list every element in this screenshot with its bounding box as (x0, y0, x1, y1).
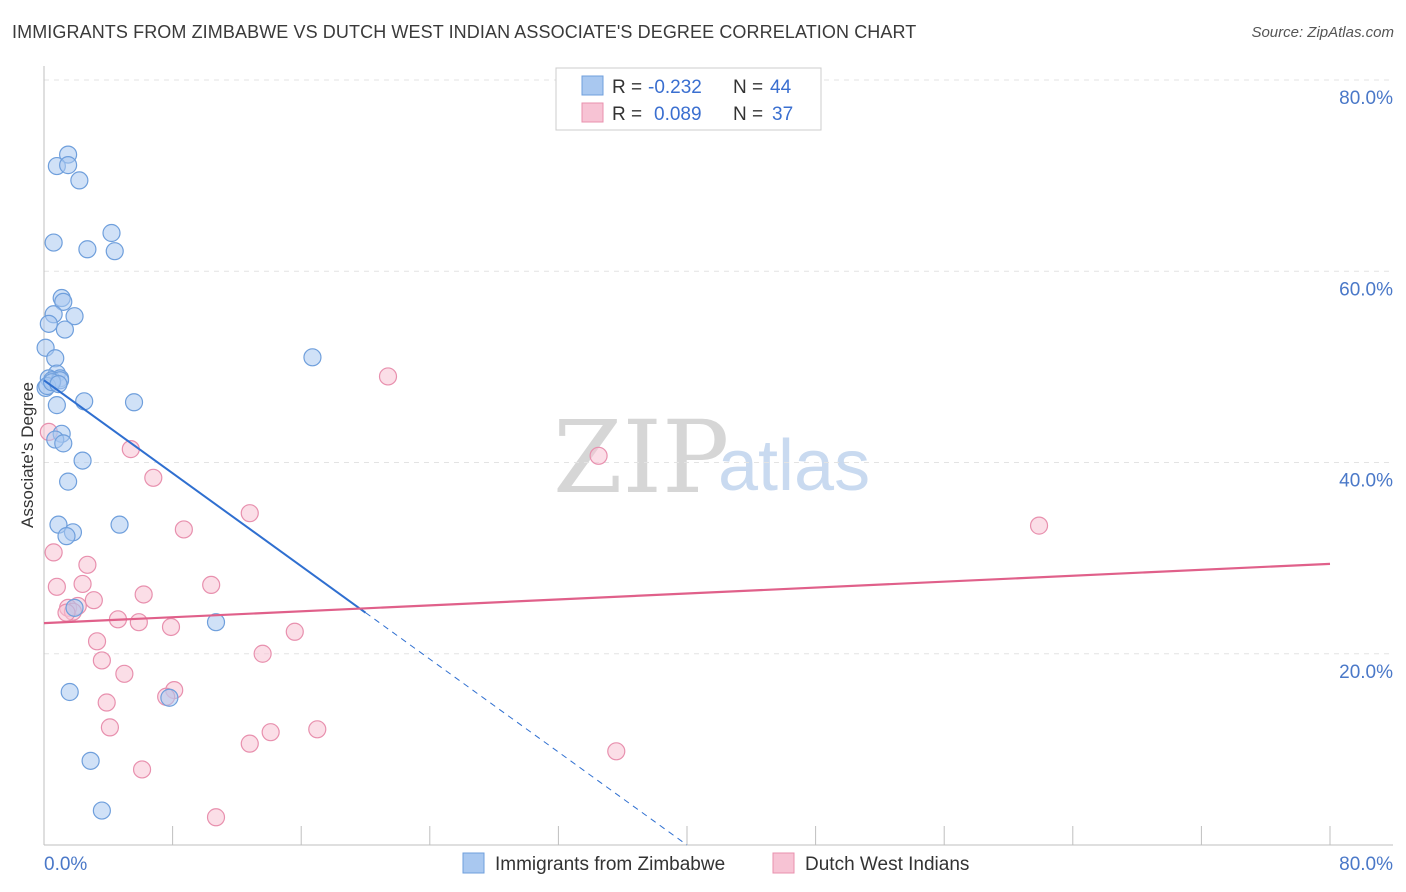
trend-line-dutch-west-indians (43, 562, 1331, 625)
watermark-zip: ZIP (553, 399, 729, 516)
data-point-dutch-west-indians (144, 468, 163, 487)
data-point-zimbabwe (303, 348, 322, 367)
data-point-dutch-west-indians (589, 446, 608, 465)
x-tick-label-min: 0.0% (44, 854, 87, 875)
trend-lines (43, 379, 1331, 846)
data-point-zimbabwe (60, 682, 79, 702)
data-point-zimbabwe (46, 349, 65, 368)
data-point-zimbabwe (124, 393, 144, 412)
data-point-zimbabwe (105, 242, 124, 261)
data-point-dutch-west-indians (308, 720, 327, 739)
y-tick-label: 40.0% (1339, 471, 1393, 492)
data-point-dutch-west-indians (78, 555, 97, 574)
data-point-dutch-west-indians (47, 577, 66, 596)
data-point-dutch-west-indians (261, 723, 280, 742)
data-point-dutch-west-indians (132, 760, 152, 779)
y-axis-label: Associate's Degree (18, 382, 37, 528)
data-point-zimbabwe (206, 613, 226, 632)
data-point-dutch-west-indians (240, 504, 259, 523)
y-tick-labels: 20.0% 40.0% 60.0% 80.0% (1339, 88, 1393, 683)
data-point-zimbabwe (160, 688, 179, 707)
data-point-zimbabwe (81, 751, 100, 770)
data-point-dutch-west-indians (607, 742, 626, 761)
data-point-dutch-west-indians (44, 543, 63, 562)
data-point-zimbabwe (59, 472, 78, 491)
data-point-dutch-west-indians (84, 591, 103, 610)
legend-r-label-blue: R = (612, 77, 642, 98)
data-point-dutch-west-indians (115, 664, 134, 683)
y-tick-label: 60.0% (1339, 279, 1393, 300)
data-point-dutch-west-indians (129, 613, 148, 632)
series-immigrants-from-zimbabwe (36, 145, 322, 820)
data-point-zimbabwe (39, 314, 58, 333)
data-point-dutch-west-indians (285, 622, 304, 641)
bottom-legend-label-blue: Immigrants from Zimbabwe (495, 854, 725, 875)
data-point-zimbabwe (59, 156, 78, 175)
watermark-atlas: atlas (718, 426, 870, 506)
data-point-dutch-west-indians (100, 718, 120, 737)
data-point-dutch-west-indians (253, 644, 272, 663)
legend-n-label-pink: N = (733, 104, 763, 125)
bottom-legend-swatch-blue (462, 852, 485, 874)
data-point-dutch-west-indians (1029, 516, 1049, 535)
data-point-zimbabwe (92, 801, 111, 820)
data-point-zimbabwe (54, 434, 73, 453)
data-point-dutch-west-indians (240, 734, 259, 753)
data-point-zimbabwe (102, 223, 121, 243)
legend-r-label-pink: R = (612, 104, 642, 125)
chart-title: IMMIGRANTS FROM ZIMBABWE VS DUTCH WEST I… (12, 22, 917, 42)
data-point-dutch-west-indians (97, 693, 116, 712)
legend-swatch-pink (581, 102, 604, 123)
gridlines (44, 79, 1393, 655)
source-credit: Source: ZipAtlas.com (1251, 24, 1394, 41)
data-point-zimbabwe (110, 515, 129, 534)
data-point-zimbabwe (54, 292, 73, 311)
data-point-zimbabwe (65, 598, 84, 617)
x-tick-label-max: 80.0% (1339, 854, 1393, 875)
legend-n-value-pink: 37 (772, 104, 793, 125)
data-point-dutch-west-indians (73, 574, 92, 594)
legend-n-label-blue: N = (733, 77, 763, 98)
data-point-zimbabwe (47, 396, 66, 415)
trend-line-zimbabwe-extension (365, 612, 688, 846)
data-point-zimbabwe (73, 451, 92, 470)
data-point-zimbabwe (75, 392, 94, 411)
x-tick-labels: 0.0% 80.0% (44, 854, 1393, 875)
data-point-zimbabwe (44, 233, 63, 252)
y-tick-label: 80.0% (1339, 88, 1393, 109)
axes (43, 66, 1393, 846)
legend-r-value-pink: 0.089 (654, 104, 702, 125)
data-point-zimbabwe (65, 307, 84, 326)
data-point-dutch-west-indians (87, 632, 107, 651)
data-point-dutch-west-indians (378, 367, 398, 386)
data-point-zimbabwe (78, 240, 97, 259)
data-point-zimbabwe (55, 320, 74, 339)
series-dutch-west-indians (39, 367, 1049, 827)
data-point-dutch-west-indians (134, 585, 153, 604)
legend-box: R = -0.232 N = 44 R = 0.089 N = 37 (555, 67, 822, 131)
data-point-dutch-west-indians (174, 520, 193, 539)
data-point-dutch-west-indians (92, 651, 111, 670)
legend-r-value-blue: -0.232 (648, 77, 702, 98)
bottom-legend: Immigrants from Zimbabwe Dutch West Indi… (462, 852, 969, 875)
data-point-zimbabwe (57, 527, 76, 546)
bottom-legend-swatch-pink (772, 852, 795, 874)
legend-swatch-blue (581, 75, 604, 96)
legend-n-value-blue: 44 (770, 77, 792, 98)
bottom-legend-label-pink: Dutch West Indians (805, 854, 969, 875)
data-point-dutch-west-indians (202, 575, 221, 595)
data-point-dutch-west-indians (206, 808, 226, 827)
y-tick-label: 20.0% (1339, 662, 1393, 683)
trend-line-zimbabwe (43, 379, 367, 614)
data-point-dutch-west-indians (161, 617, 181, 637)
data-point-zimbabwe (70, 171, 89, 190)
